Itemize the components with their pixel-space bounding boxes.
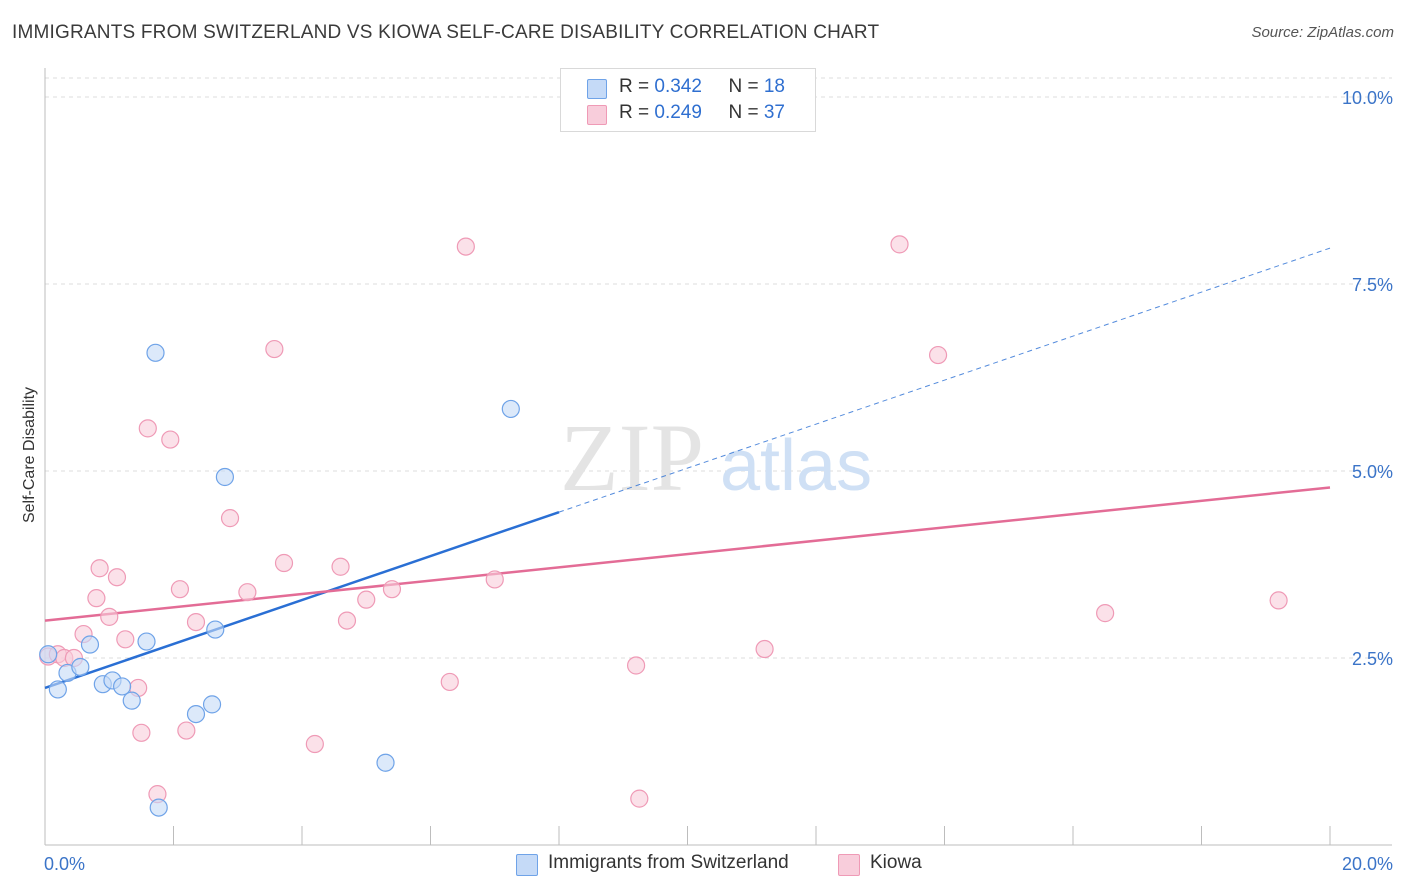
y-tick-label: 5.0% — [1352, 462, 1393, 482]
point-kiowa — [331, 557, 350, 576]
watermark: ZIP atlas — [560, 404, 872, 511]
y-tick-label: 7.5% — [1352, 275, 1393, 295]
data-points — [39, 235, 1288, 817]
point-kiowa — [107, 568, 127, 587]
point-switzerland — [39, 645, 58, 664]
legend-swatch-kiowa — [838, 854, 860, 876]
trend-extension-switzerland — [558, 247, 1331, 513]
x-tick-label: 0.0% — [44, 854, 85, 874]
point-kiowa — [132, 723, 151, 742]
point-kiowa — [170, 580, 190, 599]
point-kiowa — [485, 570, 504, 589]
point-switzerland — [80, 635, 100, 654]
point-kiowa — [238, 583, 257, 602]
point-kiowa — [100, 607, 119, 626]
point-switzerland — [122, 691, 141, 710]
point-switzerland — [376, 753, 395, 772]
legend-swatch-switzerland — [516, 854, 538, 876]
source-label: Source: ZipAtlas.com — [1251, 24, 1394, 41]
point-switzerland — [202, 695, 222, 714]
trend-line-switzerland — [44, 510, 560, 690]
point-switzerland — [48, 680, 67, 699]
point-switzerland — [186, 704, 206, 724]
point-switzerland — [112, 677, 132, 696]
point-kiowa — [116, 630, 135, 649]
point-kiowa — [87, 589, 106, 608]
legend-r-value: 0.342 — [654, 76, 702, 97]
point-kiowa — [382, 580, 402, 599]
legend-n-value: 18 — [763, 76, 785, 97]
point-kiowa — [274, 553, 294, 573]
stats-legend: R = 0.342 N = 18 R = 0.249 N = 37 — [560, 68, 816, 132]
legend-r-value: 0.249 — [654, 102, 702, 123]
point-kiowa — [138, 419, 157, 438]
legend-label-kiowa: Kiowa — [870, 852, 922, 873]
legend-n-value: 37 — [763, 102, 785, 123]
point-switzerland — [146, 343, 165, 362]
x-tick-label: 20.0% — [1342, 854, 1393, 874]
legend-swatch-kiowa — [587, 105, 607, 125]
point-kiowa — [1096, 604, 1115, 623]
point-kiowa — [928, 345, 948, 365]
legend-n-label: N = — [728, 102, 764, 123]
point-switzerland — [215, 467, 234, 487]
point-switzerland — [137, 632, 156, 651]
point-kiowa — [305, 734, 324, 754]
point-kiowa — [630, 789, 649, 808]
tick-labels: 2.5% 5.0% 7.5% 10.0% 0.0% 20.0% — [44, 88, 1393, 874]
point-kiowa — [626, 656, 646, 675]
grid — [45, 77, 1392, 659]
point-kiowa — [337, 611, 357, 630]
legend-r-label: R = — [619, 102, 655, 123]
point-switzerland — [206, 620, 225, 639]
point-kiowa — [90, 559, 109, 578]
point-kiowa — [161, 430, 180, 449]
y-tick-label: 2.5% — [1352, 649, 1393, 669]
point-switzerland — [149, 798, 168, 817]
point-kiowa — [890, 235, 909, 254]
trend-lines — [44, 247, 1331, 690]
point-kiowa — [220, 509, 240, 528]
watermark-zip: ZIP — [560, 404, 704, 511]
point-switzerland — [71, 657, 90, 677]
point-kiowa — [440, 672, 459, 692]
point-kiowa — [177, 721, 196, 740]
point-kiowa — [186, 612, 206, 632]
chart-title: IMMIGRANTS FROM SWITZERLAND VS KIOWA SEL… — [12, 22, 880, 43]
legend-r-label: R = — [619, 76, 655, 97]
point-kiowa — [357, 590, 376, 609]
point-kiowa — [456, 237, 475, 256]
legend-label-switzerland: Immigrants from Switzerland — [548, 852, 789, 873]
point-kiowa — [755, 639, 774, 659]
point-kiowa — [1269, 591, 1288, 610]
legend-n-label: N = — [728, 76, 764, 97]
point-kiowa — [265, 339, 284, 359]
trend-line-kiowa — [44, 486, 1331, 622]
legend-swatch-switzerland — [587, 79, 607, 99]
y-tick-label: 10.0% — [1342, 88, 1393, 108]
y-axis-label: Self-Care Disability — [21, 386, 38, 524]
watermark-atlas: atlas — [720, 426, 872, 506]
point-switzerland — [501, 399, 520, 419]
axes — [44, 68, 1392, 846]
